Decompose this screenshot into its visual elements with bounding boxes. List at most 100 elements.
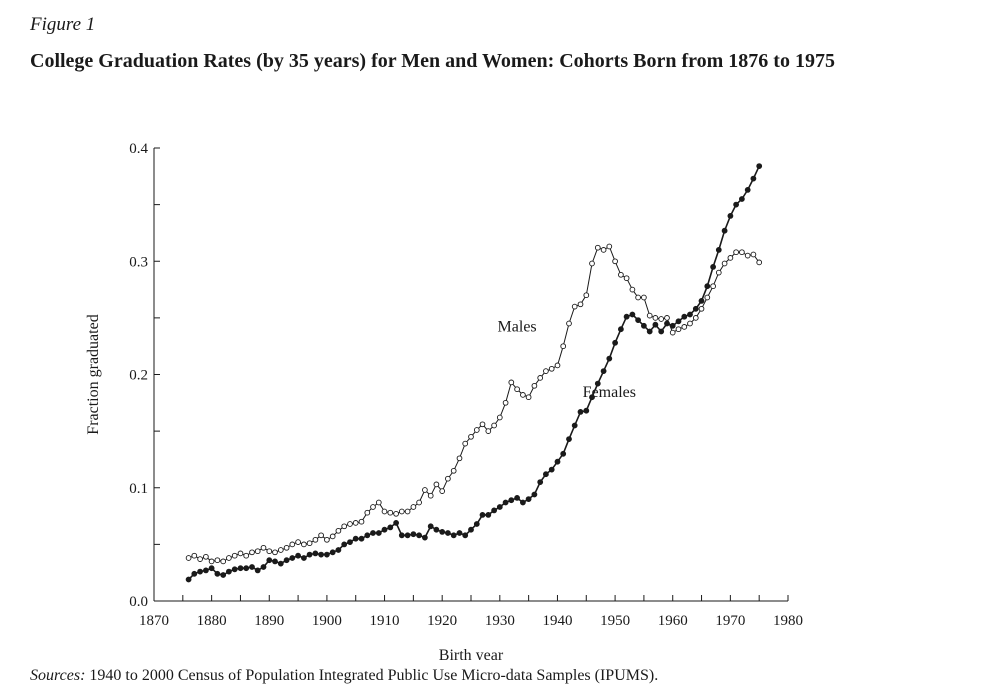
females-point bbox=[727, 212, 734, 219]
females-point bbox=[641, 322, 647, 329]
axes: 0.0 0.1 0.2 0.3 0.4 1870 1880 1890 1900 1910 1920 1… bbox=[85, 141, 803, 660]
annotation-females: Females bbox=[583, 384, 636, 401]
males-point bbox=[254, 548, 261, 555]
y-tick-label: 0.3 bbox=[129, 254, 148, 270]
males-point bbox=[416, 499, 422, 506]
males-point bbox=[479, 421, 486, 428]
females-point bbox=[468, 526, 474, 533]
females-point bbox=[323, 551, 330, 558]
females-point bbox=[496, 504, 503, 510]
males-point bbox=[462, 440, 469, 447]
figure-label: Figure 1 bbox=[30, 14, 96, 35]
males-point bbox=[710, 283, 716, 290]
males-point bbox=[744, 252, 751, 259]
males-point bbox=[675, 326, 682, 333]
females-point bbox=[612, 339, 618, 346]
females-point bbox=[456, 530, 463, 536]
males-point bbox=[531, 382, 538, 389]
males-point bbox=[433, 481, 440, 488]
x-tick-label: 1950 bbox=[600, 613, 630, 629]
males-point bbox=[364, 509, 371, 516]
females-point bbox=[421, 534, 428, 541]
females-line bbox=[188, 165, 760, 581]
females-point bbox=[733, 201, 739, 208]
males-point bbox=[220, 558, 227, 565]
females-point bbox=[300, 555, 307, 561]
y-tick-label: 0.4 bbox=[129, 141, 148, 157]
males-point bbox=[347, 521, 353, 527]
males-point bbox=[646, 312, 653, 319]
females-point bbox=[554, 458, 561, 465]
males-point bbox=[243, 552, 250, 559]
females-point bbox=[283, 557, 290, 564]
males-point bbox=[485, 428, 492, 434]
males-point bbox=[641, 294, 647, 301]
males-point bbox=[600, 247, 607, 253]
males-point bbox=[525, 394, 532, 401]
x-tick-label: 1910 bbox=[370, 613, 400, 629]
females-point bbox=[491, 507, 497, 514]
females-point bbox=[520, 499, 526, 506]
females-point bbox=[687, 311, 693, 318]
females-point bbox=[237, 565, 244, 572]
males-point bbox=[704, 294, 711, 301]
males-point bbox=[502, 399, 509, 406]
males-point bbox=[191, 552, 198, 559]
males-point bbox=[260, 544, 267, 551]
females-point bbox=[531, 491, 538, 498]
males-point bbox=[606, 243, 613, 250]
females-point bbox=[583, 407, 590, 414]
males-point bbox=[197, 556, 203, 562]
males-point bbox=[393, 510, 399, 517]
females-point bbox=[669, 322, 676, 329]
females-point bbox=[450, 532, 457, 539]
females-point bbox=[462, 532, 469, 539]
x-tick-label: 1900 bbox=[312, 613, 342, 629]
males-point bbox=[324, 536, 330, 543]
males-point bbox=[658, 316, 665, 322]
females-point bbox=[318, 551, 324, 558]
y-tick-label: 0.0 bbox=[129, 594, 148, 610]
females-point bbox=[289, 555, 296, 561]
females-point bbox=[347, 539, 353, 545]
males-point bbox=[543, 368, 549, 374]
females-point bbox=[398, 532, 405, 539]
males-point bbox=[427, 492, 434, 499]
series-males bbox=[185, 243, 763, 565]
x-tick-label: 1940 bbox=[542, 613, 572, 629]
females-point bbox=[214, 570, 221, 577]
males-point bbox=[618, 271, 624, 278]
females-point bbox=[600, 368, 607, 374]
x-tick-label: 1960 bbox=[658, 613, 688, 629]
males-point bbox=[669, 329, 676, 336]
x-tick-label: 1930 bbox=[485, 613, 515, 629]
females-point bbox=[635, 317, 641, 323]
males-point bbox=[398, 508, 405, 515]
females-point bbox=[560, 450, 567, 457]
females-point bbox=[375, 530, 382, 536]
males-point bbox=[185, 555, 192, 561]
males-point bbox=[456, 455, 463, 462]
females-point bbox=[306, 551, 313, 558]
males-point bbox=[623, 275, 630, 282]
males-point bbox=[594, 244, 601, 251]
males-point bbox=[272, 549, 278, 556]
males-point bbox=[537, 375, 544, 381]
males-point bbox=[698, 305, 705, 312]
females-point bbox=[220, 572, 227, 578]
females-point bbox=[698, 297, 705, 304]
females-point bbox=[485, 512, 492, 518]
females-point bbox=[750, 175, 757, 182]
females-point bbox=[249, 564, 255, 570]
males-point bbox=[496, 414, 503, 421]
y-axis-label: Fraction graduated bbox=[85, 314, 102, 434]
males-point bbox=[687, 320, 693, 327]
females-point bbox=[577, 408, 584, 415]
females-point bbox=[404, 532, 411, 539]
sources-text: 1940 to 2000 Census of Population Integr… bbox=[89, 667, 659, 684]
males-point bbox=[341, 523, 348, 530]
males-point bbox=[733, 249, 739, 256]
females-point bbox=[202, 567, 209, 574]
females-point bbox=[715, 246, 722, 253]
males-point bbox=[387, 509, 394, 516]
